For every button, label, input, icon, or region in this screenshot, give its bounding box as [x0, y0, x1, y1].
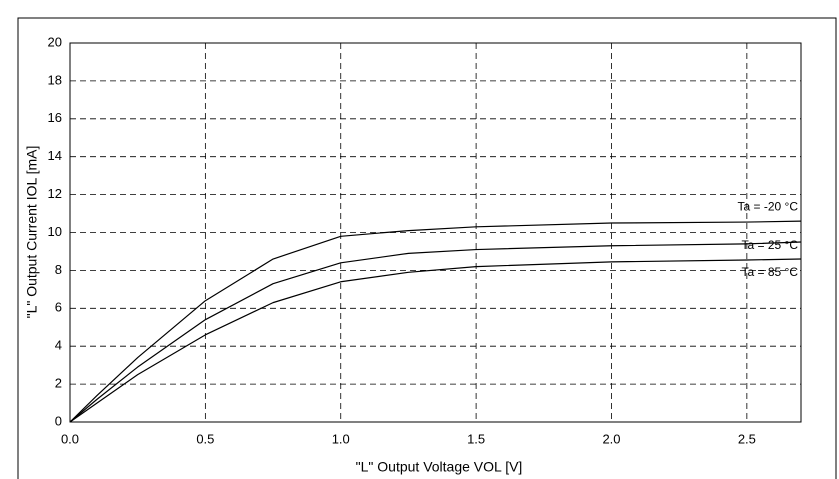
y-tick-label: 0 [55, 413, 62, 428]
y-tick-label: 8 [55, 262, 62, 277]
x-axis-label: "L" Output Voltage VOL [V] [356, 459, 523, 475]
y-tick-label: 10 [48, 224, 62, 239]
y-axis-label: "L" Output Current IOL [mA] [24, 146, 40, 319]
series-label: Ta = 85 °C [742, 265, 799, 279]
y-tick-label: 4 [55, 338, 62, 353]
series-line [69, 220, 802, 423]
y-tick-label: 18 [48, 72, 62, 87]
x-tick-label: 2.0 [602, 431, 620, 446]
y-tick-label: 12 [48, 186, 62, 201]
series-label: Ta = -20 °C [738, 199, 799, 213]
chart-frame [17, 17, 837, 479]
series-line [69, 241, 802, 423]
y-tick-label: 6 [55, 300, 62, 315]
y-tick-label: 14 [48, 148, 62, 163]
x-tick-label: 0.5 [196, 431, 214, 446]
series-label: Ta = 25 °C [742, 238, 799, 252]
x-tick-label: 1.5 [467, 431, 485, 446]
x-tick-label: 1.0 [332, 431, 350, 446]
y-tick-label: 16 [48, 110, 62, 125]
y-tick-label: 20 [48, 34, 62, 49]
y-tick-label: 2 [55, 376, 62, 391]
plot-area [69, 42, 802, 423]
x-tick-label: 0.0 [61, 431, 79, 446]
x-tick-label: 2.5 [738, 431, 756, 446]
series-line [69, 258, 802, 423]
